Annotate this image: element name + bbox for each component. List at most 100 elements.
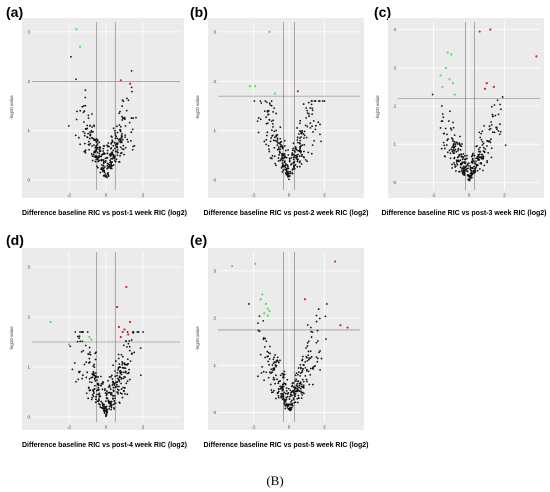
data-point (104, 175, 107, 178)
x-tick-label: 2 (503, 193, 506, 198)
data-point (87, 132, 89, 135)
x-tick-label: 0 (468, 193, 471, 198)
data-point (463, 161, 466, 164)
significant-up-point (346, 326, 349, 329)
data-point (297, 153, 300, 156)
data-point (124, 376, 127, 379)
data-point (130, 339, 133, 341)
data-point (481, 140, 484, 143)
data-point (449, 157, 452, 160)
data-point (84, 96, 87, 99)
data-point (314, 128, 317, 131)
data-point (132, 331, 135, 333)
data-point (124, 370, 127, 373)
data-point (441, 113, 444, 115)
data-point (84, 127, 87, 130)
data-point (74, 331, 77, 333)
data-point (112, 149, 115, 152)
panel-label: (e) (190, 232, 208, 248)
data-point (106, 145, 109, 148)
data-point (296, 387, 299, 390)
data-point (479, 151, 482, 153)
data-point (295, 390, 298, 392)
data-point (306, 125, 309, 128)
data-point (91, 159, 94, 162)
data-point (91, 113, 93, 115)
data-point (309, 107, 312, 109)
data-point (93, 139, 96, 142)
data-point (123, 153, 125, 156)
y-tick-label: 3 (213, 29, 216, 34)
significant-down-point (453, 93, 456, 96)
data-point (491, 131, 494, 134)
data-point (481, 144, 484, 146)
data-point (283, 391, 286, 394)
data-point (292, 168, 294, 170)
data-point (104, 173, 107, 175)
data-point (101, 388, 104, 391)
data-point (453, 161, 455, 164)
data-point (477, 148, 480, 151)
data-point (110, 165, 113, 168)
data-point (106, 393, 108, 395)
data-point (305, 116, 308, 119)
data-point (114, 360, 117, 362)
data-point (275, 164, 277, 167)
data-point (273, 368, 276, 371)
data-point (298, 122, 301, 125)
data-point (123, 386, 126, 389)
data-point (431, 93, 434, 96)
data-point (303, 150, 305, 153)
significant-down-point (444, 66, 448, 69)
data-point (483, 150, 486, 153)
data-point (265, 101, 268, 104)
data-point (299, 119, 302, 122)
data-point (287, 387, 290, 390)
data-point (81, 105, 84, 108)
data-point (102, 162, 105, 165)
data-point (96, 165, 98, 168)
data-point (277, 361, 280, 364)
data-point (123, 389, 125, 392)
data-point (315, 341, 318, 344)
data-point (486, 161, 489, 164)
data-point (480, 156, 482, 159)
data-point (283, 145, 286, 147)
data-point (475, 163, 477, 166)
data-point (86, 136, 89, 139)
y-tick-label: 3 (393, 65, 396, 70)
data-point (93, 144, 95, 147)
data-point (73, 362, 76, 364)
data-point (265, 143, 267, 146)
data-point (299, 372, 302, 375)
data-point (311, 331, 314, 334)
significant-down-point (268, 30, 271, 33)
significant-up-point (296, 90, 299, 93)
data-point (112, 164, 115, 166)
x-tick-label: 0 (288, 193, 291, 198)
data-point (455, 150, 458, 153)
data-point (281, 392, 284, 395)
panel-label: (a) (6, 4, 24, 20)
data-point (307, 340, 310, 343)
data-point (100, 155, 103, 158)
data-point (283, 157, 285, 159)
data-point (92, 372, 95, 375)
significant-up-point (128, 320, 132, 324)
data-point (265, 371, 268, 374)
data-point (87, 117, 90, 119)
data-point (489, 141, 492, 144)
data-point (490, 105, 493, 108)
data-point (310, 152, 313, 155)
data-point (309, 122, 312, 125)
data-point (96, 382, 99, 385)
x-tick-label: 2 (323, 193, 326, 198)
data-point (296, 136, 299, 139)
data-point (105, 390, 108, 392)
data-point (439, 127, 442, 129)
x-tick-label: -2 (431, 193, 435, 198)
y-tick-label: 1 (213, 128, 216, 133)
data-point (97, 160, 99, 163)
data-point (83, 150, 86, 153)
data-point (84, 344, 87, 347)
